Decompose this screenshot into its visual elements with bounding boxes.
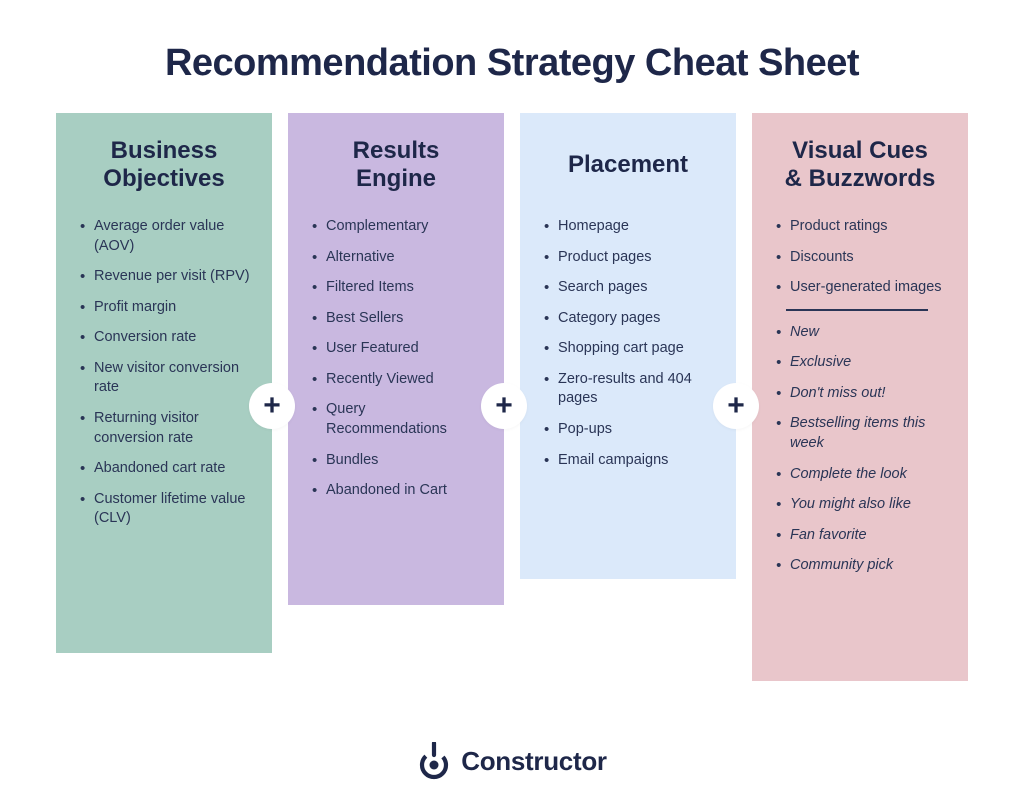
list-item: Shopping cart page bbox=[544, 339, 714, 359]
list-item: Category pages bbox=[544, 309, 714, 329]
list-item: User-generated images bbox=[776, 278, 946, 298]
list-item: Revenue per visit (RPV) bbox=[80, 267, 250, 287]
plus-symbol: + bbox=[495, 389, 513, 423]
list-item: Customer lifetime value (CLV) bbox=[80, 490, 250, 529]
list-item: User Featured bbox=[312, 339, 482, 359]
list-item: Fan favorite bbox=[776, 526, 946, 546]
column-header-text: Business Objectives bbox=[103, 137, 224, 194]
list-item: Homepage bbox=[544, 217, 714, 237]
list-item: You might also like bbox=[776, 495, 946, 515]
list-item: Filtered Items bbox=[312, 278, 482, 298]
plus-symbol: + bbox=[727, 389, 745, 423]
plus-symbol: + bbox=[263, 389, 281, 423]
column-results-engine: Results Engine Complementary Alternative… bbox=[288, 113, 504, 605]
list-item: Alternative bbox=[312, 248, 482, 268]
list-item: Query Recommendations bbox=[312, 400, 482, 439]
list-item: Bestselling items this week bbox=[776, 414, 946, 453]
list-item: Pop-ups bbox=[544, 420, 714, 440]
column-header: Business Objectives bbox=[78, 135, 250, 195]
plus-icon: + bbox=[481, 383, 527, 429]
list-item: Product ratings bbox=[776, 217, 946, 237]
list-item: Returning visitor conversion rate bbox=[80, 409, 250, 448]
list-item: Exclusive bbox=[776, 353, 946, 373]
column-list: Complementary Alternative Filtered Items… bbox=[310, 217, 482, 501]
list-item: Zero-results and 404 pages bbox=[544, 370, 714, 409]
column-header: Visual Cues & Buzzwords bbox=[774, 135, 946, 195]
list-item: Product pages bbox=[544, 248, 714, 268]
list-item: Search pages bbox=[544, 278, 714, 298]
column-header: Results Engine bbox=[310, 135, 482, 195]
brand-logo: Constructor bbox=[0, 742, 1024, 780]
column-header: Placement bbox=[542, 135, 714, 195]
list-item: Bundles bbox=[312, 451, 482, 471]
section-divider bbox=[786, 309, 928, 311]
list-item: Don't miss out! bbox=[776, 384, 946, 404]
column-business-objectives: Business Objectives Average order value … bbox=[56, 113, 272, 653]
columns-container: Business Objectives Average order value … bbox=[0, 113, 1024, 681]
column-placement: Placement Homepage Product pages Search … bbox=[520, 113, 736, 579]
list-item: Best Sellers bbox=[312, 309, 482, 329]
column-header-text: Visual Cues & Buzzwords bbox=[785, 137, 936, 194]
column-list-buzzwords: New Exclusive Don't miss out! Bestsellin… bbox=[774, 323, 946, 576]
list-item: Profit margin bbox=[80, 298, 250, 318]
list-item: Recently Viewed bbox=[312, 370, 482, 390]
list-item: Discounts bbox=[776, 248, 946, 268]
brand-name: Constructor bbox=[461, 746, 606, 777]
plus-icon: + bbox=[249, 383, 295, 429]
column-list: Homepage Product pages Search pages Cate… bbox=[542, 217, 714, 470]
column-header-text: Placement bbox=[568, 151, 688, 179]
plus-icon: + bbox=[713, 383, 759, 429]
list-item: Community pick bbox=[776, 556, 946, 576]
list-item: Abandoned cart rate bbox=[80, 459, 250, 479]
list-item: Abandoned in Cart bbox=[312, 481, 482, 501]
column-visual-cues-buzzwords: Visual Cues & Buzzwords Product ratings … bbox=[752, 113, 968, 681]
list-item: Average order value (AOV) bbox=[80, 217, 250, 256]
list-item: Conversion rate bbox=[80, 328, 250, 348]
page-title: Recommendation Strategy Cheat Sheet bbox=[0, 42, 1024, 85]
list-item: New visitor conversion rate bbox=[80, 359, 250, 398]
list-item: Complete the look bbox=[776, 465, 946, 485]
column-list-top: Product ratings Discounts User-generated… bbox=[774, 217, 946, 298]
column-list: Average order value (AOV) Revenue per vi… bbox=[78, 217, 250, 529]
list-item: Complementary bbox=[312, 217, 482, 237]
column-header-text: Results Engine bbox=[353, 137, 440, 194]
list-item: Email campaigns bbox=[544, 451, 714, 471]
list-item: New bbox=[776, 323, 946, 343]
constructor-icon bbox=[417, 742, 451, 780]
